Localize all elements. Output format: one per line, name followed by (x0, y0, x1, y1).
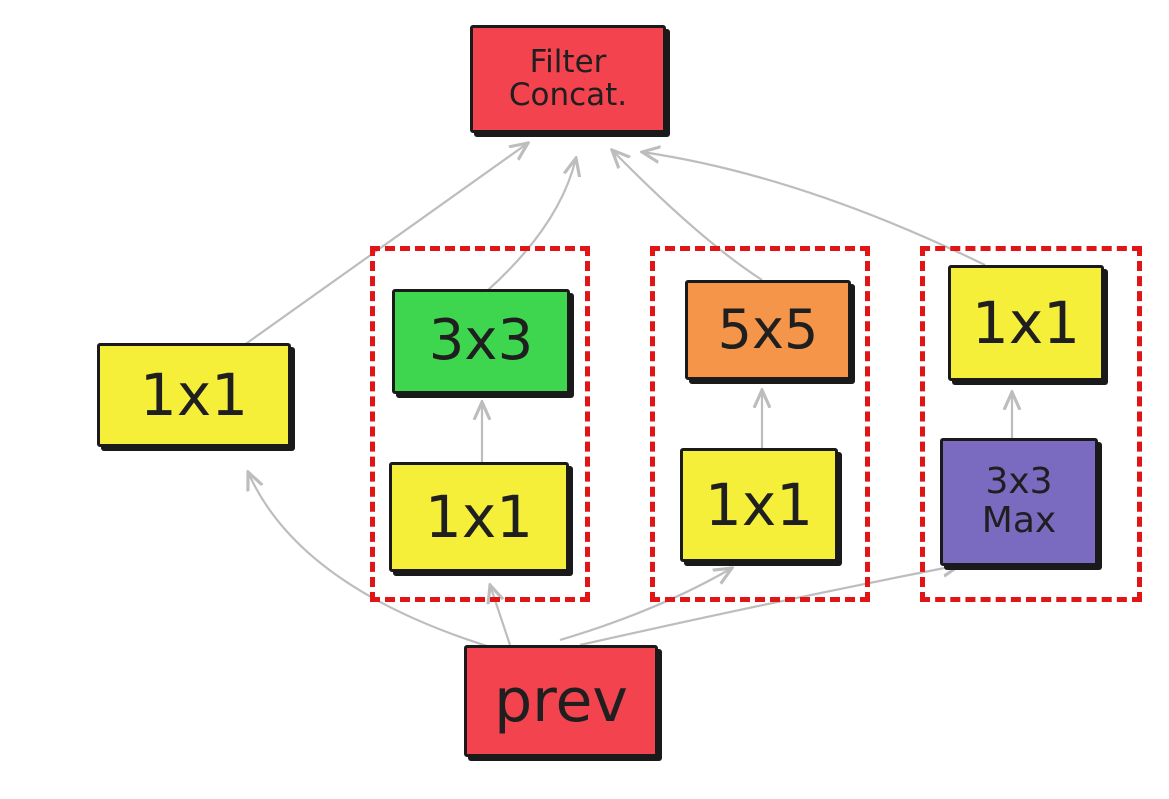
arrow-prev-to-left-1x1 (248, 472, 501, 652)
branch-3-group (650, 246, 870, 602)
left-1x1-node: 1x1 (97, 343, 291, 447)
arrow-prev-to-branch4-maxpool (579, 565, 960, 647)
filter-concat-node: Filter Concat. (470, 25, 666, 133)
branch2-1x1-node: 1x1 (389, 462, 569, 572)
branch-2-group (370, 246, 590, 602)
arrow-branch4-1x1-to-concat (642, 152, 986, 266)
branch3-1x1-node: 1x1 (680, 448, 838, 562)
arrow-branch2-3x3-to-concat (487, 158, 576, 291)
branch2-3x3-node: 3x3 (392, 289, 570, 394)
branch4-1x1-node: 1x1 (948, 265, 1104, 381)
arrow-prev-to-branch2-1x1 (490, 585, 512, 646)
arrow-left-1x1-to-concat (239, 143, 528, 349)
branch3-5x5-node: 5x5 (685, 280, 851, 380)
branch-4-group (920, 246, 1142, 602)
arrow-branch3-5x5-to-concat (612, 150, 763, 281)
branch4-maxpool-node: 3x3 Max (940, 438, 1098, 566)
arrow-prev-to-branch3-1x1 (559, 568, 732, 642)
prev-node: prev (464, 645, 658, 757)
